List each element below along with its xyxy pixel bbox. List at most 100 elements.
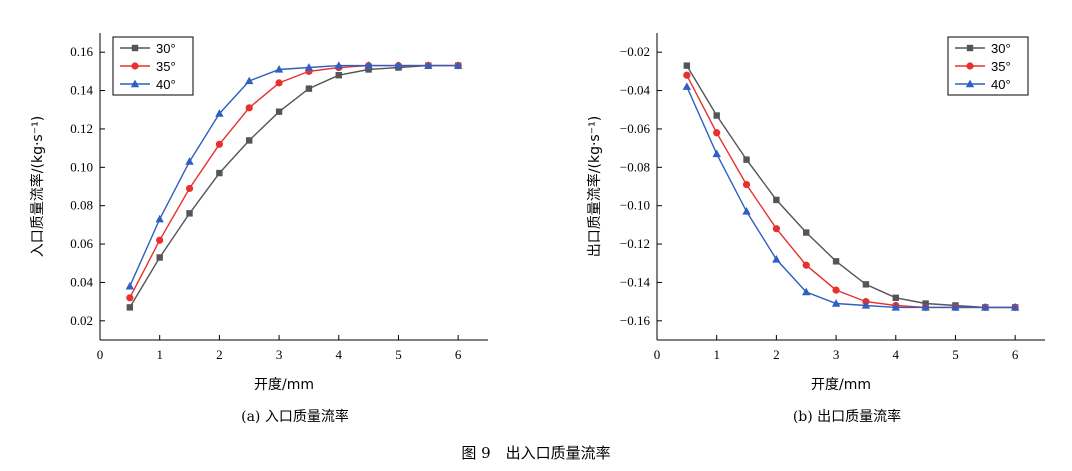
data-point-triangle: [394, 61, 403, 69]
data-point-triangle: [712, 149, 721, 158]
data-point-square: [335, 72, 342, 79]
data-point-triangle: [742, 207, 751, 215]
data-point-square: [156, 254, 163, 261]
legend-label: 30°: [991, 41, 1011, 56]
data-point-square: [275, 108, 283, 115]
legend-marker-circle: [966, 62, 974, 70]
data-point-square: [803, 229, 810, 236]
data-point-triangle: [891, 302, 900, 311]
figure-caption: 图 9 出入口质量流率: [461, 444, 610, 462]
data-point-triangle: [125, 281, 135, 290]
data-point-triangle: [453, 61, 463, 69]
data-point-triangle: [185, 157, 194, 165]
x-tick-label: 3: [276, 347, 283, 362]
x-tick-label: 1: [713, 347, 720, 362]
x-tick-label: 5: [395, 347, 402, 362]
data-point-square: [862, 281, 870, 288]
y-tick-label: 0.04: [70, 274, 93, 289]
data-point-triangle: [304, 63, 314, 71]
series-line-0: [129, 64, 459, 308]
data-point-circle: [275, 79, 283, 87]
y-axis-title: 出口质量流率/(kg·s⁻¹): [586, 116, 603, 257]
data-point-square: [216, 169, 223, 177]
data-point-square: [773, 196, 780, 204]
y-tick-label: −0.12: [620, 236, 650, 251]
legend-marker-triangle: [965, 79, 975, 88]
chart-b: 0 1 2 3 4 5 6 −0.16 −0.14 −0.12 −0.10 −0.08 −0.06 −0.…: [586, 33, 1045, 393]
data-point-circle: [713, 129, 721, 137]
y-tick-label: 0.10: [70, 159, 93, 174]
data-point-triangle: [155, 214, 164, 223]
chart-b-caption: (b) 出口质量流率: [793, 408, 901, 425]
data-point-triangle: [364, 61, 373, 69]
data-point-triangle: [245, 76, 254, 85]
x-tick-label: 5: [952, 347, 959, 362]
data-point-triangle: [772, 255, 781, 263]
x-tick-label: 0: [654, 347, 661, 362]
data-point-square: [246, 137, 253, 144]
chart-a-caption: (a) 入口质量流率: [241, 408, 349, 425]
data-point-square: [892, 294, 899, 301]
data-point-triangle: [334, 61, 343, 69]
data-point-circle: [156, 236, 164, 244]
data-point-square: [683, 62, 691, 69]
legend-marker-square: [966, 44, 974, 52]
data-point-triangle: [921, 302, 930, 311]
data-point-triangle: [831, 299, 841, 307]
series-line-2: [686, 86, 1016, 309]
y-tick-label: 0.16: [70, 44, 93, 59]
data-point-triangle: [981, 302, 990, 311]
y-tick-label: −0.14: [620, 274, 651, 289]
x-tick-label: 0: [97, 347, 104, 362]
x-axis-title: 开度/mm: [254, 377, 314, 393]
x-tick-label: 2: [773, 347, 780, 362]
data-point-triangle: [802, 287, 811, 296]
legend-label: 35°: [156, 59, 176, 74]
data-point-square: [365, 66, 372, 73]
data-point-circle: [126, 294, 134, 302]
y-tick-label: 0.02: [70, 313, 93, 328]
y-tick-label: −0.10: [620, 198, 650, 213]
legend-marker-circle: [131, 62, 139, 70]
data-point-triangle: [861, 301, 871, 309]
data-point-square: [713, 112, 720, 119]
data-point-circle: [742, 180, 751, 189]
legend-marker-square: [131, 44, 139, 52]
x-tick-label: 1: [156, 347, 163, 362]
y-tick-label: −0.06: [620, 121, 651, 136]
data-point-triangle: [215, 109, 224, 117]
data-point-circle: [772, 225, 780, 233]
legend-label: 40°: [156, 77, 176, 92]
x-tick-label: 4: [893, 347, 900, 362]
y-tick-label: −0.02: [620, 44, 650, 59]
x-tick-label: 3: [833, 347, 840, 362]
data-point-triangle: [951, 302, 960, 311]
y-axis-title: 入口质量流率/(kg·s⁻¹): [29, 116, 46, 257]
y-tick-label: −0.16: [620, 313, 651, 328]
data-point-triangle: [424, 61, 433, 69]
data-point-circle: [245, 104, 253, 112]
y-tick-label: 0.08: [70, 198, 93, 213]
data-point-circle: [185, 184, 194, 193]
data-point-square: [126, 304, 134, 311]
data-point-circle: [215, 140, 223, 148]
data-point-square: [305, 85, 313, 92]
chart-a: 0 1 2 3 4 5 6 0.02 0.04 0.06 0.08 0.10 0.12 0.14 0.16 开…: [29, 33, 488, 393]
data-point-triangle: [274, 65, 284, 73]
data-point-square: [743, 156, 750, 163]
data-point-square: [832, 258, 840, 265]
data-point-triangle: [1010, 302, 1020, 311]
data-point-circle: [802, 261, 810, 269]
series-line-0: [686, 65, 1016, 309]
x-tick-label: 6: [1012, 347, 1019, 362]
x-tick-label: 2: [216, 347, 223, 362]
legend-label: 40°: [991, 77, 1011, 92]
x-axis-title: 开度/mm: [811, 377, 871, 393]
legend-label: 35°: [991, 59, 1011, 74]
x-tick-label: 6: [455, 347, 462, 362]
y-tick-label: 0.12: [70, 121, 93, 136]
y-tick-label: 0.06: [70, 236, 93, 251]
x-tick-label: 4: [336, 347, 343, 362]
data-point-circle: [832, 286, 840, 294]
legend-marker-triangle: [130, 79, 140, 88]
